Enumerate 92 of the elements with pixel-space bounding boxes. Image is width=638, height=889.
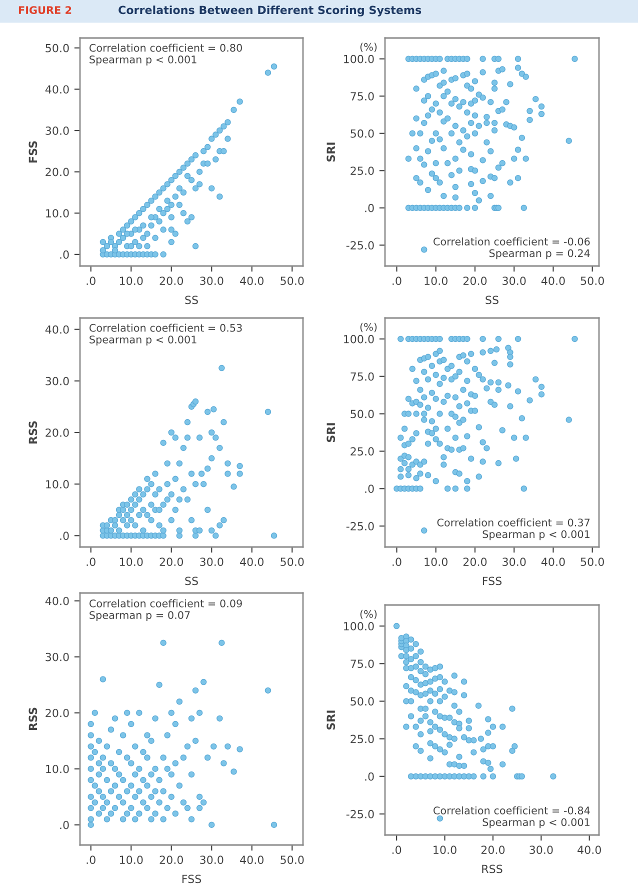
y-tick-label: 40.0 bbox=[45, 85, 69, 94]
y-tick-label: 30.0 bbox=[46, 126, 69, 135]
x-tick-label: 10.0 bbox=[424, 276, 448, 286]
y-tick-label: .0 bbox=[60, 532, 69, 540]
x-tick-label: 40.0 bbox=[240, 856, 264, 864]
x-tick-label: .0 bbox=[86, 856, 96, 864]
annotation: Correlation coefficient = 0.80 Spearman p < 0.001 bbox=[90, 44, 242, 66]
y-tick-label: .0 bbox=[365, 204, 374, 212]
annotation: Correlation coefficient = -0.06 Spearman p = 0.24 bbox=[434, 237, 590, 260]
y-tick-label: 50.0 bbox=[350, 129, 374, 138]
x-tick-label: 20.0 bbox=[463, 558, 487, 566]
x-axis-title: SS bbox=[486, 296, 498, 304]
y-tick-label: .0 bbox=[60, 820, 69, 830]
x-axis-title: RSS bbox=[482, 864, 502, 874]
x-tick-label: .0 bbox=[392, 558, 402, 566]
x-tick-label: 30.0 bbox=[200, 856, 224, 864]
y-axis-title: RSS bbox=[28, 421, 38, 444]
y-tick-label: 25.0 bbox=[350, 166, 374, 176]
y-tick-label: 100.0 bbox=[344, 54, 374, 64]
y-axis-title: FSS bbox=[28, 141, 38, 163]
text: (%) bbox=[360, 322, 377, 332]
y-tick-label: -25.0 bbox=[346, 522, 374, 530]
x-tick-label: .0 bbox=[86, 558, 96, 566]
annotation: Correlation coefficient = 0.37 Spearman p < 0.001 bbox=[437, 518, 590, 540]
x-tick-label: 20.0 bbox=[463, 276, 487, 286]
x-tick-label: 20.0 bbox=[481, 846, 505, 854]
x-tick-label: .0 bbox=[392, 276, 402, 286]
y-tick-label: 40.0 bbox=[45, 325, 69, 334]
x-axis-title: FSS bbox=[182, 874, 202, 884]
x-tick-label: 30.0 bbox=[200, 276, 224, 286]
y-tick-label: 10.0 bbox=[46, 764, 69, 774]
x-tick-label: 50.0 bbox=[280, 856, 304, 864]
x-tick-label: 50.0 bbox=[580, 276, 604, 286]
text: (%) bbox=[360, 42, 377, 52]
x-tick-label: 30.0 bbox=[502, 276, 526, 286]
y-axis-title: SRI bbox=[326, 423, 336, 442]
y-tick-label: 25.0 bbox=[350, 734, 374, 744]
y-tick-label: 20.0 bbox=[46, 428, 69, 437]
x-tick-label: .0 bbox=[86, 276, 96, 286]
text: (%) bbox=[360, 610, 377, 620]
y-tick-label: -25.0 bbox=[346, 810, 374, 818]
y-tick-label: 20.0 bbox=[46, 708, 69, 718]
x-tick-label: 40.0 bbox=[240, 558, 264, 566]
y-tick-label: 30.0 bbox=[46, 652, 69, 662]
x-tick-label: 40.0 bbox=[240, 276, 264, 286]
x-tick-label: 30.0 bbox=[502, 558, 526, 566]
x-axis-title: SS bbox=[185, 296, 198, 304]
x-tick-label: 10.0 bbox=[120, 558, 143, 566]
x-tick-label: 20.0 bbox=[160, 276, 184, 286]
y-tick-label: 75.0 bbox=[350, 92, 374, 100]
y-tick-label: 100.0 bbox=[344, 334, 374, 344]
y-tick-label: .0 bbox=[365, 484, 374, 494]
annotation: Correlation coefficient = 0.53 Spearman p < 0.001 bbox=[90, 324, 242, 346]
x-tick-label: 50.0 bbox=[280, 276, 304, 286]
y-tick-label: 50.0 bbox=[350, 697, 374, 706]
x-tick-label: .0 bbox=[392, 846, 402, 854]
x-tick-label: 40.0 bbox=[541, 276, 565, 286]
chart-title: Correlations Between Different Scoring Systems bbox=[118, 6, 422, 16]
y-tick-label: 100.0 bbox=[344, 622, 374, 630]
x-tick-label: 50.0 bbox=[580, 558, 604, 566]
x-tick-label: 20.0 bbox=[160, 558, 184, 566]
x-tick-label: 20.0 bbox=[160, 856, 184, 864]
x-tick-label: 30.0 bbox=[200, 558, 224, 566]
x-tick-label: 10.0 bbox=[434, 846, 456, 854]
y-axis-title: RSS bbox=[28, 708, 38, 730]
y-axis-title: SRI bbox=[326, 710, 336, 730]
annotation: Correlation coefficient = 0.09 Spearman p = 0.07 bbox=[90, 599, 242, 622]
y-tick-label: 30.0 bbox=[46, 376, 69, 386]
y-tick-label: -25.0 bbox=[346, 241, 374, 250]
y-tick-label: 20.0 bbox=[46, 168, 69, 176]
x-tick-label: 10.0 bbox=[120, 276, 143, 286]
y-tick-label: 75.0 bbox=[350, 660, 374, 668]
x-tick-label: 30.0 bbox=[530, 846, 553, 854]
x-axis-title: FSS bbox=[482, 576, 502, 586]
y-tick-label: 10.0 bbox=[46, 209, 69, 218]
y-tick-label: 40.0 bbox=[45, 596, 69, 606]
y-tick-label: .0 bbox=[60, 250, 69, 259]
y-tick-label: 25.0 bbox=[350, 447, 374, 456]
y-axis-title: SRI bbox=[326, 142, 336, 162]
x-tick-label: 50.0 bbox=[280, 558, 304, 566]
chart-subtitle: FIGURE 2 bbox=[18, 6, 72, 14]
x-tick-label: 10.0 bbox=[120, 856, 143, 864]
x-tick-label: 40.0 bbox=[541, 558, 565, 566]
annotation: Correlation coefficient = -0.84 Spearman p < 0.001 bbox=[434, 806, 590, 828]
y-tick-label: 10.0 bbox=[46, 480, 69, 488]
x-axis-title: SS bbox=[185, 576, 198, 586]
x-tick-label: 40.0 bbox=[578, 846, 601, 854]
y-tick-label: 50.0 bbox=[350, 410, 374, 418]
y-tick-label: 75.0 bbox=[350, 372, 374, 381]
x-tick-label: 10.0 bbox=[424, 558, 448, 566]
y-tick-label: .0 bbox=[365, 772, 374, 781]
y-tick-label: 50.0 bbox=[46, 44, 69, 52]
